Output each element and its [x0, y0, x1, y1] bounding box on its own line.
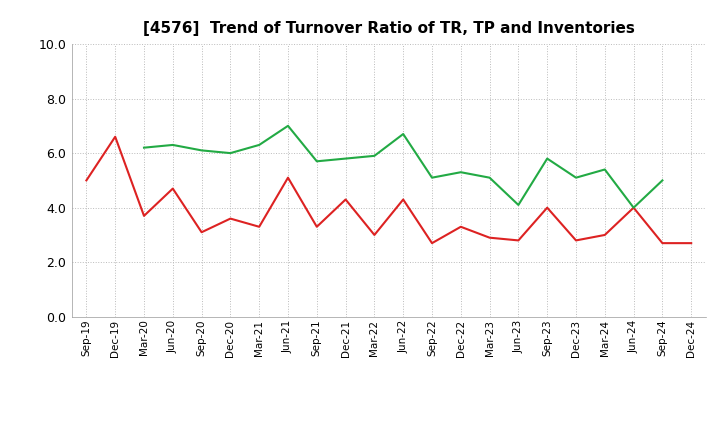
Inventories	[485, 175, 494, 180]
Trade Receivables	[111, 134, 120, 139]
Inventories	[168, 142, 177, 147]
Title: [4576]  Trend of Turnover Ratio of TR, TP and Inventories: [4576] Trend of Turnover Ratio of TR, TP…	[143, 21, 635, 36]
Trade Receivables	[485, 235, 494, 240]
Trade Receivables	[572, 238, 580, 243]
Inventories	[399, 132, 408, 137]
Trade Receivables	[82, 178, 91, 183]
Inventories	[226, 150, 235, 156]
Trade Receivables	[226, 216, 235, 221]
Trade Receivables	[629, 205, 638, 210]
Trade Receivables	[600, 232, 609, 238]
Line: Trade Receivables: Trade Receivables	[86, 137, 691, 243]
Trade Receivables	[341, 197, 350, 202]
Trade Receivables	[428, 241, 436, 246]
Trade Receivables	[658, 241, 667, 246]
Inventories	[456, 169, 465, 175]
Trade Receivables	[370, 232, 379, 238]
Trade Receivables	[197, 230, 206, 235]
Inventories	[600, 167, 609, 172]
Trade Receivables	[514, 238, 523, 243]
Trade Receivables	[456, 224, 465, 229]
Trade Receivables	[284, 175, 292, 180]
Inventories	[543, 156, 552, 161]
Inventories	[140, 145, 148, 150]
Inventories	[370, 153, 379, 158]
Trade Receivables	[312, 224, 321, 229]
Inventories	[514, 202, 523, 208]
Inventories	[658, 178, 667, 183]
Inventories	[255, 142, 264, 147]
Inventories	[284, 123, 292, 128]
Trade Receivables	[168, 186, 177, 191]
Inventories	[312, 159, 321, 164]
Trade Receivables	[255, 224, 264, 229]
Inventories	[572, 175, 580, 180]
Trade Receivables	[543, 205, 552, 210]
Line: Inventories: Inventories	[144, 126, 662, 208]
Inventories	[428, 175, 436, 180]
Inventories	[341, 156, 350, 161]
Trade Receivables	[399, 197, 408, 202]
Trade Receivables	[687, 241, 696, 246]
Inventories	[197, 148, 206, 153]
Trade Receivables	[140, 213, 148, 219]
Inventories	[629, 205, 638, 210]
